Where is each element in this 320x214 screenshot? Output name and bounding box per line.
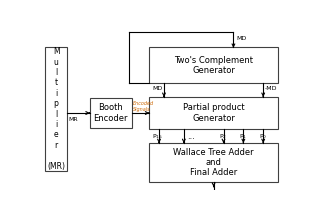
Text: P$_0$: P$_0$	[259, 132, 267, 141]
Bar	[45, 47, 67, 171]
Text: Partial product
Generator: Partial product Generator	[183, 103, 244, 123]
Text: ...: ...	[187, 132, 195, 141]
Text: MR: MR	[69, 117, 78, 122]
Bar	[149, 47, 278, 83]
Text: MD: MD	[153, 86, 163, 91]
Text: MD: MD	[236, 36, 246, 41]
Text: P$_{15}$: P$_{15}$	[152, 132, 163, 141]
Text: Encoded
Signals: Encoded Signals	[133, 101, 154, 112]
Text: -MD: -MD	[264, 86, 277, 91]
Text: Wallace Tree Adder
and
Final Adder: Wallace Tree Adder and Final Adder	[173, 147, 254, 177]
Bar	[149, 143, 278, 182]
Text: P$_2$: P$_2$	[220, 132, 228, 141]
Text: P$_1$: P$_1$	[239, 132, 247, 141]
Bar	[90, 98, 132, 128]
Text: M
u
l
t
i
p
l
i
e
r

(MR): M u l t i p l i e r (MR)	[47, 47, 65, 171]
Text: Two's Complement
Generator: Two's Complement Generator	[174, 55, 253, 75]
Text: Booth
Encoder: Booth Encoder	[93, 103, 128, 123]
Bar	[149, 97, 278, 129]
